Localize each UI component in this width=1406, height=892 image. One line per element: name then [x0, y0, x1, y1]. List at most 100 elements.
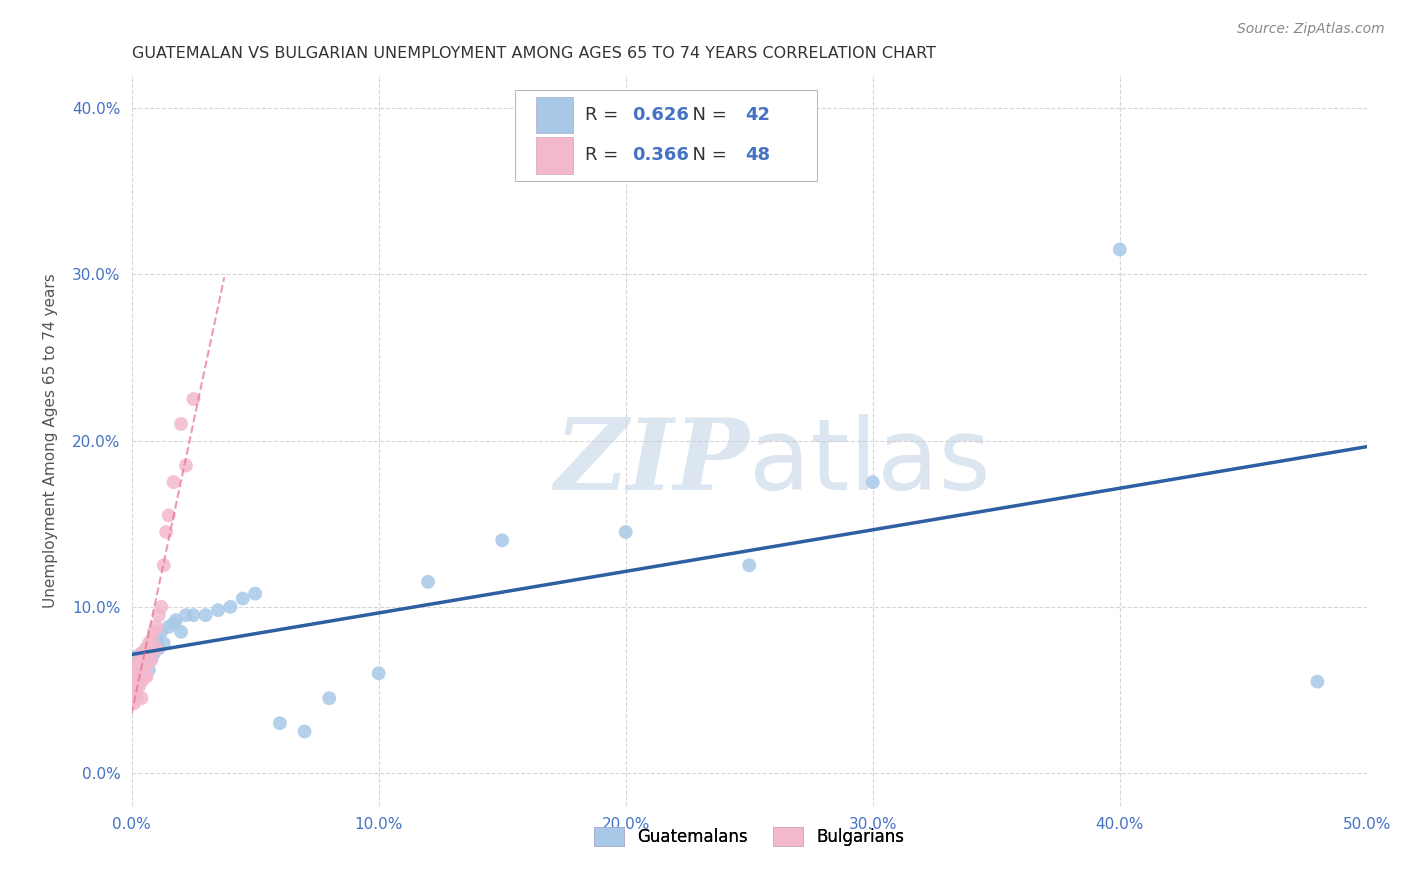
Point	[142, 646, 165, 660]
Point	[138, 646, 160, 660]
Point	[122, 658, 145, 673]
Point	[132, 670, 155, 684]
Point	[122, 674, 145, 689]
Point	[132, 658, 155, 673]
Point	[122, 691, 145, 706]
Point	[152, 636, 174, 650]
Text: ZIP: ZIP	[554, 414, 749, 511]
Point	[135, 653, 157, 667]
Point	[269, 716, 291, 731]
Text: 48: 48	[745, 146, 770, 164]
Point	[157, 620, 180, 634]
Point	[128, 653, 150, 667]
Point	[122, 686, 145, 700]
Point	[125, 670, 148, 684]
Point	[614, 524, 637, 539]
Point	[128, 670, 150, 684]
Legend: Guatemalans, Bulgarians: Guatemalans, Bulgarians	[588, 821, 911, 853]
Point	[207, 603, 229, 617]
Point	[122, 682, 145, 697]
Point	[128, 680, 150, 694]
Point	[145, 633, 167, 648]
Point	[122, 674, 145, 689]
Point	[243, 586, 266, 600]
Point	[131, 663, 153, 677]
Text: 42: 42	[745, 106, 770, 124]
Point	[135, 658, 157, 673]
Text: R =: R =	[585, 146, 624, 164]
Point	[862, 475, 884, 490]
Text: atlas: atlas	[749, 414, 991, 511]
Text: N =: N =	[682, 146, 733, 164]
Point	[294, 724, 316, 739]
Point	[131, 646, 153, 660]
Point	[162, 475, 184, 490]
Point	[125, 686, 148, 700]
Point	[131, 646, 153, 660]
Point	[131, 674, 153, 689]
Point	[122, 686, 145, 700]
Text: 0.366: 0.366	[631, 146, 689, 164]
Point	[318, 691, 340, 706]
Point	[135, 641, 157, 656]
Point	[122, 670, 145, 684]
Point	[132, 670, 155, 684]
Point	[138, 663, 160, 677]
Point	[128, 653, 150, 667]
Point	[142, 624, 165, 639]
Text: 0.626: 0.626	[631, 106, 689, 124]
Point	[122, 680, 145, 694]
Point	[141, 649, 163, 664]
Point	[125, 666, 148, 681]
Point	[148, 641, 170, 656]
Point	[150, 599, 173, 614]
Point	[128, 670, 150, 684]
Point	[125, 691, 148, 706]
Point	[131, 691, 153, 706]
Point	[738, 558, 761, 573]
Point	[157, 508, 180, 523]
Point	[165, 613, 187, 627]
Point	[1108, 243, 1130, 257]
Point	[183, 608, 205, 623]
Point	[122, 666, 145, 681]
Point	[232, 591, 254, 606]
Point	[162, 616, 184, 631]
Point	[194, 608, 217, 623]
Point	[183, 392, 205, 406]
Point	[219, 599, 242, 614]
Point	[131, 658, 153, 673]
Point	[1306, 674, 1329, 689]
Bar	[536, 97, 572, 134]
Point	[128, 663, 150, 677]
Point	[125, 649, 148, 664]
Y-axis label: Unemployment Among Ages 65 to 74 years: Unemployment Among Ages 65 to 74 years	[44, 273, 58, 608]
Point	[145, 641, 167, 656]
Point	[152, 558, 174, 573]
Point	[138, 636, 160, 650]
Text: N =: N =	[682, 106, 733, 124]
Point	[141, 653, 163, 667]
Text: R =: R =	[585, 106, 624, 124]
Point	[150, 624, 173, 639]
Point	[367, 666, 389, 681]
Point	[141, 636, 163, 650]
Point	[132, 663, 155, 677]
Point	[122, 696, 145, 710]
Point	[125, 658, 148, 673]
Point	[128, 674, 150, 689]
Point	[174, 608, 197, 623]
Point	[125, 674, 148, 689]
Point	[145, 620, 167, 634]
Point	[148, 608, 170, 623]
Point	[125, 666, 148, 681]
Point	[491, 533, 513, 548]
Point	[416, 574, 439, 589]
Point	[135, 641, 157, 656]
Point	[170, 417, 193, 431]
Text: Source: ZipAtlas.com: Source: ZipAtlas.com	[1237, 22, 1385, 37]
Point	[170, 624, 193, 639]
Point	[155, 524, 177, 539]
Point	[174, 458, 197, 473]
Point	[135, 670, 157, 684]
